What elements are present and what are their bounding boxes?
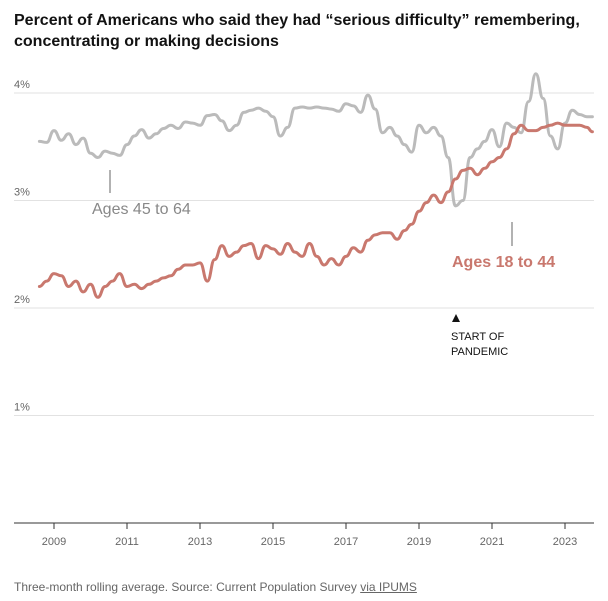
annotations: Ages 45 to 64 Ages 18 to 44 START OF PAN… [92,170,555,358]
x-tick-label: 2015 [261,536,285,548]
x-tick-label: 2009 [42,536,66,548]
x-tick-label: 2011 [115,536,139,548]
label-ages-18-44: Ages 18 to 44 [452,254,555,271]
x-tick-label: 2019 [407,536,431,548]
y-tick-label: 3% [14,187,30,199]
footer-note: Three-month rolling average. Source: Cur… [14,580,357,594]
y-tick-label: 1% [14,402,30,414]
y-tick-label: 4% [14,79,30,91]
y-tick-label: 2% [14,294,30,306]
series-line-ages-18-44 [37,121,594,299]
ipums-link[interactable]: via IPUMS [360,580,417,594]
x-tick-label: 2021 [480,536,504,548]
pandemic-marker-triangle [452,314,460,322]
grid-lines [14,92,594,416]
x-tick-label: 2023 [553,536,577,548]
series-lines [37,72,594,299]
series-line-ages-45-64 [37,72,594,208]
y-tick-labels: 1% 2% 3% 4% [14,79,30,414]
label-ages-45-64: Ages 45 to 64 [92,201,191,218]
pandemic-label-line1: START OF [451,331,504,343]
x-tick-label: 2013 [188,536,212,548]
pandemic-label-line2: PANDEMIC [451,346,508,358]
footer-source: Three-month rolling average. Source: Cur… [14,580,417,594]
chart-title: Percent of Americans who said they had “… [14,12,580,50]
x-axis: 2009 2011 2013 2015 2017 2019 2021 2023 [14,522,594,548]
x-tick-label: 2017 [334,536,358,548]
